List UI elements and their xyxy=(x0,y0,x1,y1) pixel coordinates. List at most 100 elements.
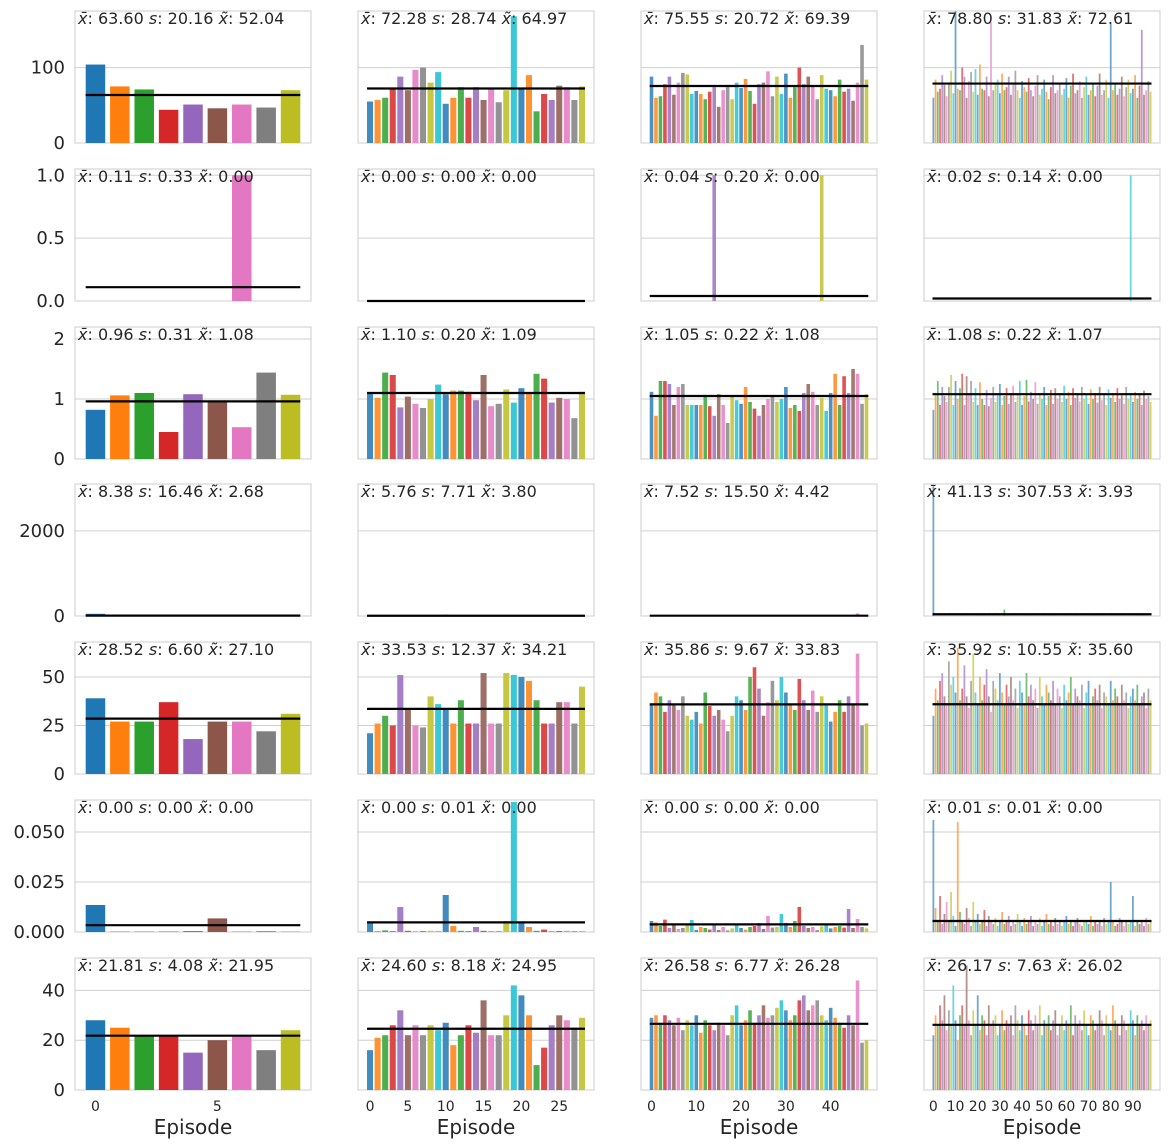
bar xyxy=(367,1050,374,1090)
bar xyxy=(280,1030,301,1090)
bar xyxy=(1067,391,1070,459)
bar xyxy=(1120,76,1123,143)
bar xyxy=(1076,696,1079,774)
bar xyxy=(1007,403,1010,459)
x-tick-label: 0 xyxy=(929,1099,938,1115)
bar xyxy=(797,411,802,459)
x-tick-label: 30 xyxy=(991,1099,1009,1115)
bar xyxy=(183,931,203,932)
subplot-r2-c1: x̄: 1.10 s: 0.20 x̃: 1.09 xyxy=(357,325,595,460)
bar xyxy=(1074,93,1077,143)
x-tick-label: 30 xyxy=(777,1099,795,1115)
bar xyxy=(948,661,950,774)
bar xyxy=(802,926,806,932)
bar xyxy=(748,1010,752,1090)
bar xyxy=(1072,388,1074,459)
bar xyxy=(518,995,525,1090)
bar xyxy=(681,928,685,932)
bar xyxy=(1132,896,1134,932)
bar xyxy=(541,723,548,774)
bar xyxy=(450,1045,457,1090)
bar xyxy=(1030,90,1032,143)
bar xyxy=(936,920,939,932)
bar xyxy=(183,1052,203,1090)
bar xyxy=(110,721,130,774)
bar xyxy=(1109,397,1112,459)
bar xyxy=(739,87,743,143)
bar xyxy=(941,673,944,774)
bar xyxy=(85,409,106,459)
bar xyxy=(1036,403,1039,459)
x-tick-label: 50 xyxy=(1035,1099,1053,1115)
bar xyxy=(976,914,979,932)
bar xyxy=(1038,1005,1041,1090)
bar xyxy=(996,79,999,143)
bar xyxy=(1065,78,1068,143)
bar xyxy=(716,394,721,459)
bar xyxy=(775,700,779,774)
bar xyxy=(961,1005,964,1090)
bar xyxy=(987,1005,990,1090)
x-tick-label: 40 xyxy=(822,1099,840,1115)
bar xyxy=(658,926,663,932)
bar xyxy=(1063,922,1066,932)
bar xyxy=(495,1035,502,1090)
bar xyxy=(1096,700,1099,774)
bar xyxy=(397,76,404,143)
bar xyxy=(963,1025,966,1090)
bar xyxy=(932,715,935,774)
bar xyxy=(367,393,374,459)
bar xyxy=(1058,696,1061,774)
bar xyxy=(721,405,725,459)
bar xyxy=(658,1022,663,1090)
bar xyxy=(963,924,966,932)
bar xyxy=(397,407,404,459)
subplot-r6-c3: x̄: 26.17 s: 7.63 x̃: 26.02 0 10 20 30 40 50 60… xyxy=(923,956,1161,1139)
bar xyxy=(1138,394,1141,459)
bar xyxy=(85,64,106,143)
bar xyxy=(1052,403,1054,459)
bar xyxy=(232,931,252,932)
bar xyxy=(698,723,703,774)
stats-annotation: x̄: 78.80 s: 31.83 x̃: 72.61 xyxy=(926,9,1133,28)
bar xyxy=(1016,914,1019,932)
bar xyxy=(1005,87,1008,143)
bar xyxy=(1138,85,1141,143)
bar xyxy=(761,1005,766,1090)
bar xyxy=(1120,684,1123,774)
bar xyxy=(658,696,663,774)
bar xyxy=(1114,402,1117,459)
stats-annotation: x̄: 0.02 s: 0.14 x̃: 0.00 xyxy=(926,167,1103,186)
bar xyxy=(972,902,975,932)
bar xyxy=(158,109,179,143)
bar xyxy=(503,1015,510,1090)
bar xyxy=(945,704,948,774)
bar xyxy=(1129,696,1132,774)
bar xyxy=(1100,1020,1103,1090)
bar xyxy=(842,91,846,143)
bar xyxy=(967,81,970,143)
bar xyxy=(694,405,699,459)
bar xyxy=(472,927,480,932)
bar xyxy=(1047,692,1050,774)
bar xyxy=(1136,922,1139,932)
bar xyxy=(1105,1015,1108,1090)
subplot-r3-c1: x̄: 5.76 s: 7.71 x̃: 3.80 xyxy=(357,482,595,617)
bar xyxy=(967,708,970,774)
bar xyxy=(712,87,716,143)
bar xyxy=(1112,1005,1114,1090)
bar xyxy=(985,926,988,932)
bar xyxy=(730,928,734,932)
bar xyxy=(110,86,130,143)
bar xyxy=(698,1032,703,1090)
bar xyxy=(954,381,957,459)
bar xyxy=(1043,79,1046,143)
bar xyxy=(864,723,869,774)
bar xyxy=(1010,1015,1012,1090)
bar xyxy=(932,820,935,932)
bar xyxy=(752,103,757,143)
bar xyxy=(963,405,966,459)
bar xyxy=(950,684,952,774)
y-tick-label: 20 xyxy=(42,1030,65,1051)
